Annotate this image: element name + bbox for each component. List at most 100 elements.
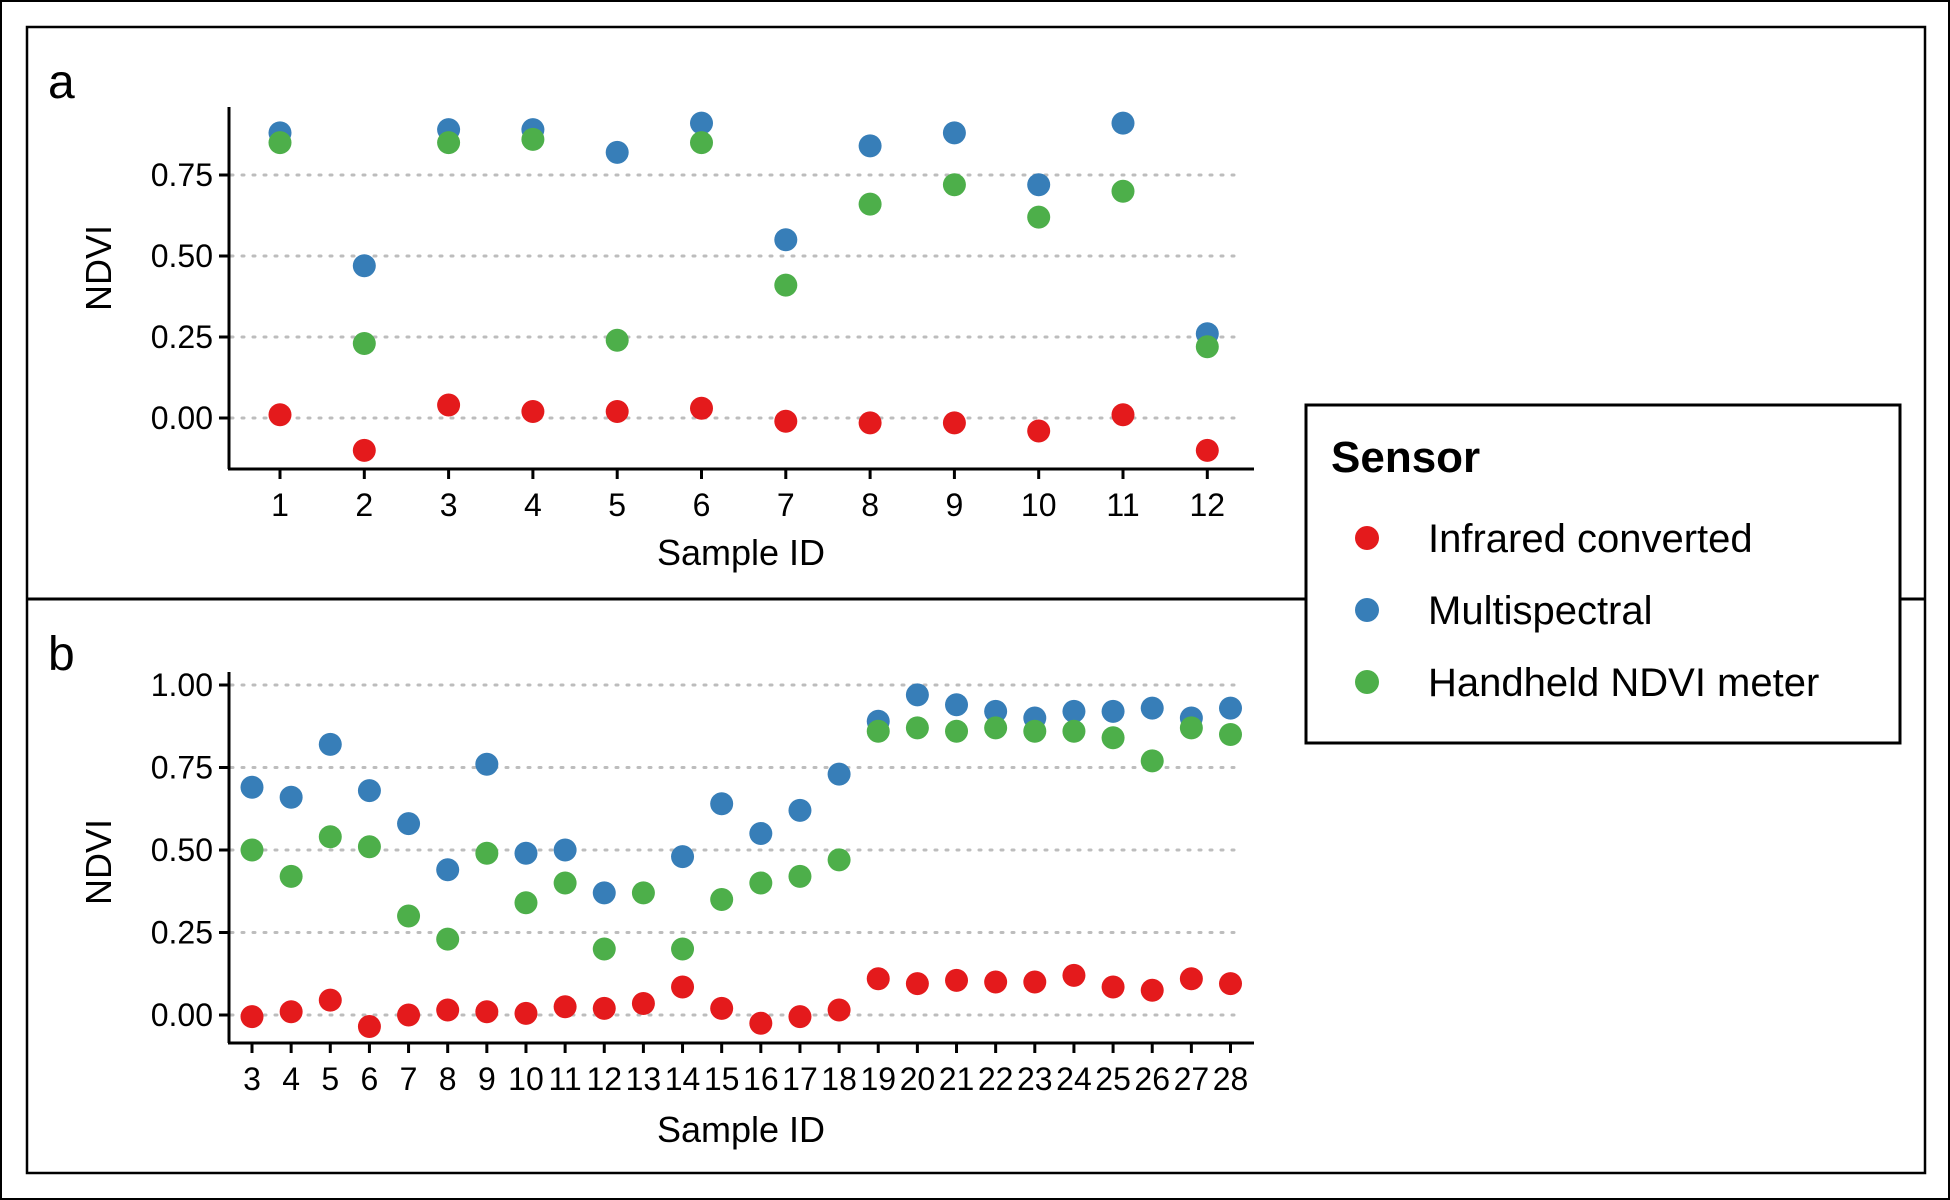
data-point xyxy=(1179,716,1203,740)
x-tick-label: 8 xyxy=(861,487,879,523)
panel-a-y-ticks: 0.00 0.25 0.50 0.75 xyxy=(151,157,229,436)
data-point xyxy=(788,1005,812,1029)
x-tick-label: 3 xyxy=(243,1061,261,1097)
data-point xyxy=(945,693,969,717)
data-point xyxy=(279,1000,303,1024)
panel-a-x-axis-title: Sample ID xyxy=(657,532,825,573)
data-point xyxy=(1140,696,1164,720)
data-point xyxy=(1195,335,1219,359)
data-point xyxy=(1179,967,1203,991)
x-tick-label: 20 xyxy=(900,1061,936,1097)
data-point xyxy=(397,1003,421,1027)
data-point xyxy=(1111,403,1135,427)
data-point xyxy=(774,228,798,252)
data-point xyxy=(514,841,538,865)
data-point xyxy=(690,396,713,420)
y-tick-label: 0.50 xyxy=(151,238,213,274)
x-tick-label: 25 xyxy=(1095,1061,1131,1097)
legend-label-infrared: Infrared converted xyxy=(1428,517,1753,561)
legend-key-handheld xyxy=(1355,670,1379,694)
legend-title: Sensor xyxy=(1331,433,1480,482)
panel-b-x-ticks: 3 4 5 6 7 8 9 10 11 12 13 14 15 16 17 18 19 20 21 22 23 24 25 2… xyxy=(243,1043,1248,1097)
data-point xyxy=(866,967,890,991)
data-point xyxy=(858,411,882,435)
data-point xyxy=(436,858,460,882)
data-point xyxy=(945,968,969,992)
panel-a: a 0.000.250.500.75 1 2 3 4 5 6 7 8 9 10 11 12 Sampl… xyxy=(48,56,1254,573)
data-point xyxy=(592,881,616,905)
data-point xyxy=(268,403,292,427)
data-point xyxy=(605,400,629,424)
data-point xyxy=(858,192,882,216)
x-tick-label: 3 xyxy=(440,487,458,523)
data-point xyxy=(318,732,342,756)
x-tick-label: 5 xyxy=(608,487,626,523)
data-point xyxy=(357,1015,381,1039)
data-point xyxy=(357,835,381,859)
data-point xyxy=(942,121,966,145)
panel-a-gridlines xyxy=(229,173,1244,420)
x-tick-label: 18 xyxy=(821,1061,857,1097)
data-point xyxy=(436,927,460,951)
data-point xyxy=(710,792,734,816)
data-point xyxy=(1101,726,1125,750)
x-tick-label: 28 xyxy=(1213,1061,1249,1097)
data-point xyxy=(631,991,655,1015)
x-tick-label: 19 xyxy=(860,1061,896,1097)
data-point xyxy=(1062,963,1086,987)
data-point xyxy=(240,1005,264,1029)
x-tick-label: 12 xyxy=(586,1061,622,1097)
data-point xyxy=(1023,970,1047,994)
x-tick-label: 17 xyxy=(782,1061,818,1097)
data-point xyxy=(553,838,577,862)
y-tick-label: 0.25 xyxy=(151,319,213,355)
x-tick-label: 10 xyxy=(1021,487,1057,523)
data-point xyxy=(905,683,929,707)
x-tick-label: 11 xyxy=(1106,487,1139,523)
x-tick-label: 13 xyxy=(626,1061,662,1097)
x-tick-label: 21 xyxy=(939,1061,975,1097)
data-point xyxy=(984,699,1008,723)
data-point xyxy=(605,328,629,352)
x-tick-label: 14 xyxy=(665,1061,701,1097)
data-point xyxy=(352,254,376,278)
data-point xyxy=(1195,438,1219,462)
x-tick-label: 22 xyxy=(978,1061,1014,1097)
data-point xyxy=(905,972,929,996)
y-tick-label: 1.00 xyxy=(151,667,213,703)
data-point xyxy=(521,127,545,151)
data-point xyxy=(1027,173,1051,197)
panel-a-x-ticks: 1 2 3 4 5 6 7 8 9 10 11 12 xyxy=(271,469,1225,523)
x-tick-label: 15 xyxy=(704,1061,740,1097)
data-point xyxy=(671,845,695,869)
data-point xyxy=(1219,723,1242,746)
data-point xyxy=(631,881,655,905)
data-point xyxy=(1101,975,1125,999)
x-tick-label: 27 xyxy=(1174,1061,1210,1097)
data-point xyxy=(436,998,460,1022)
panel-b-y-ticks: 0.00 0.25 0.50 0.75 1.00 xyxy=(151,667,229,1033)
data-point xyxy=(318,825,342,849)
y-tick-label: 0.75 xyxy=(151,157,213,193)
data-point xyxy=(397,812,421,836)
data-point xyxy=(1140,978,1164,1002)
y-tick-label: 0.25 xyxy=(151,915,213,951)
x-tick-label: 9 xyxy=(946,487,964,523)
data-point xyxy=(240,838,264,862)
data-point xyxy=(1027,419,1051,443)
x-tick-label: 4 xyxy=(524,487,542,523)
data-point xyxy=(788,798,812,822)
x-tick-label: 5 xyxy=(321,1061,339,1097)
x-tick-label: 11 xyxy=(549,1061,582,1097)
legend-label-multispectral: Multispectral xyxy=(1428,589,1653,633)
data-point xyxy=(671,975,695,999)
data-point xyxy=(942,173,966,197)
data-point xyxy=(774,409,798,433)
y-tick-label: 0.75 xyxy=(151,750,213,786)
data-point xyxy=(1023,719,1047,743)
data-point xyxy=(984,716,1008,740)
data-point xyxy=(984,970,1008,994)
data-point xyxy=(858,134,882,158)
data-point xyxy=(671,937,695,961)
